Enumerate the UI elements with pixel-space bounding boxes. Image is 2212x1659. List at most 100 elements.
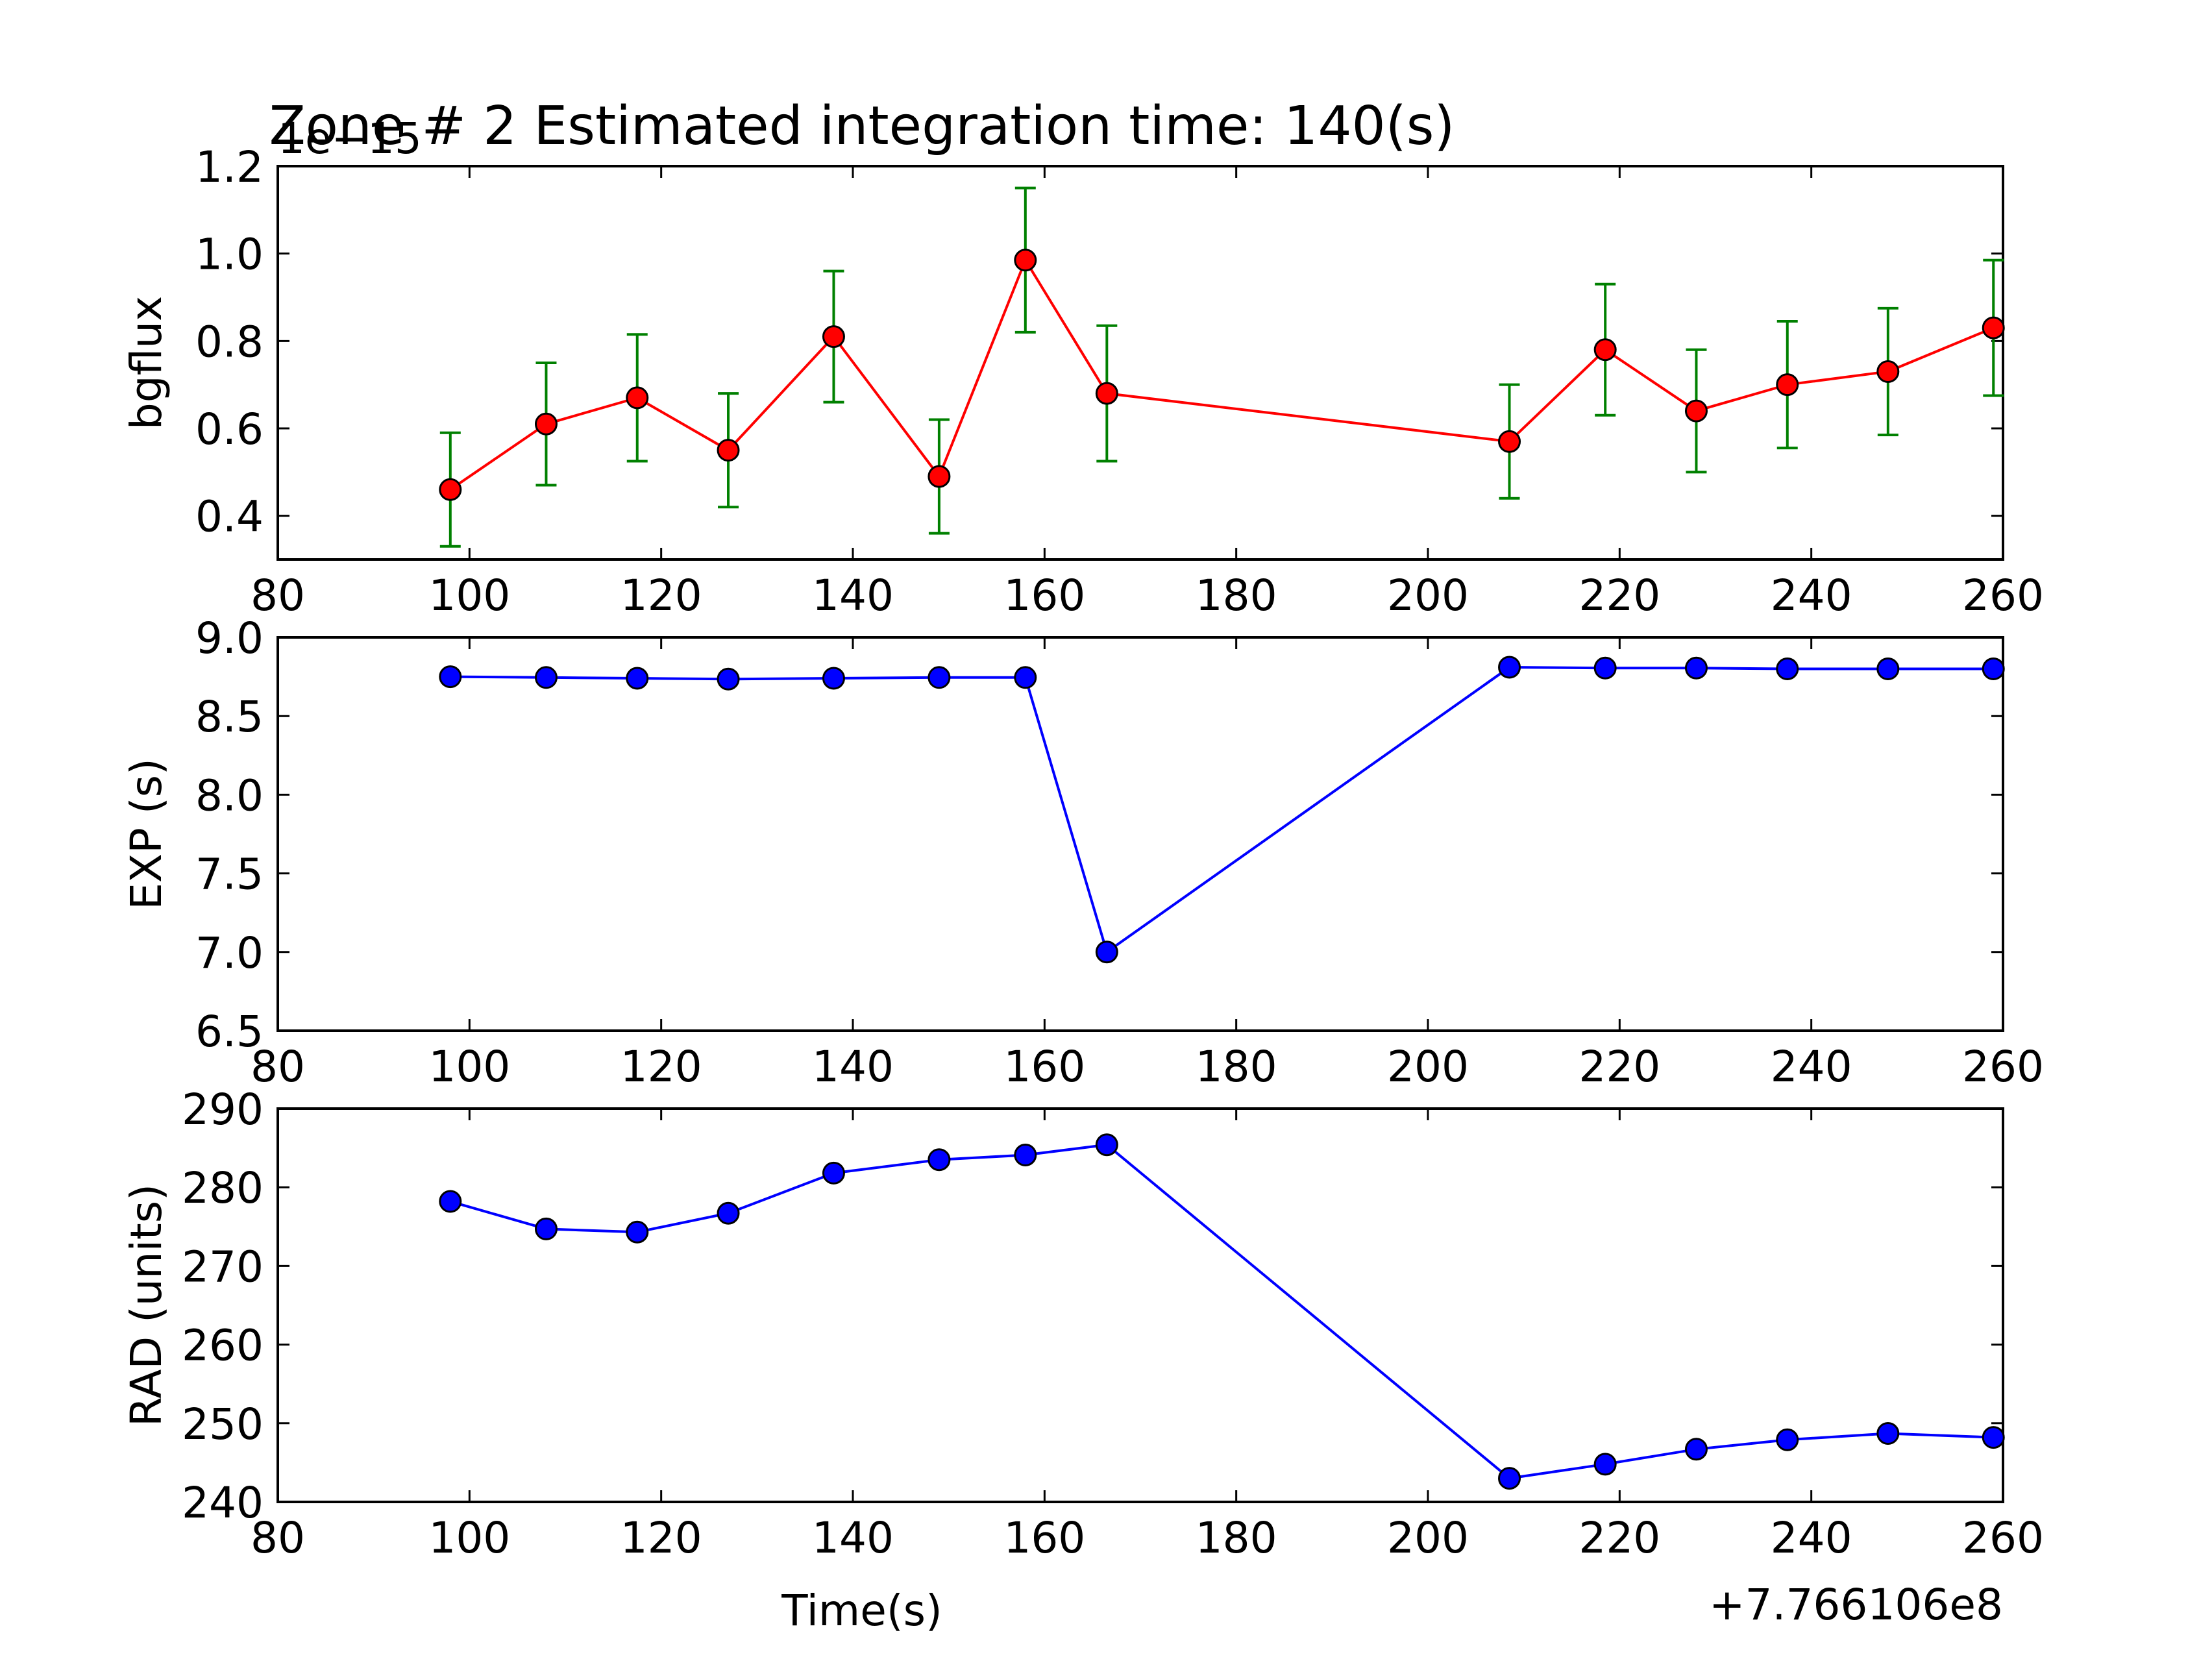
x-tick-label: 200 <box>1387 1513 1469 1563</box>
x-tick-label: 140 <box>812 1042 894 1092</box>
data-point <box>928 666 951 689</box>
y-axis-label: RAD (units) <box>121 1184 171 1427</box>
data-point <box>1593 656 1617 680</box>
data-point <box>534 1217 558 1240</box>
y-tick-label: 0.8 <box>195 317 264 367</box>
y-tick-label: 250 <box>182 1399 264 1449</box>
data-point <box>1014 1144 1037 1167</box>
y-tick-label: 290 <box>182 1085 264 1135</box>
y-tick-label: 270 <box>182 1242 264 1292</box>
x-tick-label: 120 <box>621 571 702 621</box>
y-tick-label: 0.6 <box>195 404 264 454</box>
x-tick-label: 160 <box>1003 571 1085 621</box>
x-tick-label: 80 <box>251 1513 305 1563</box>
x-tick-label: 220 <box>1579 1513 1660 1563</box>
x-tick-label: 260 <box>1962 1042 2044 1092</box>
plot-frame <box>276 1107 2004 1503</box>
data-point <box>1982 657 2005 680</box>
x-tick-label: 220 <box>1579 1042 1660 1092</box>
data-point <box>822 325 845 349</box>
data-point <box>534 412 558 436</box>
x-tick-label: 240 <box>1771 1042 1852 1092</box>
data-point <box>1776 373 1799 397</box>
data-point <box>822 667 845 690</box>
data-point <box>1684 1438 1708 1461</box>
x-tick-label: 220 <box>1579 571 1660 621</box>
subplot-3: 80 100 120 140 160 180 200 220 240 260 240 250 260 27… <box>121 1085 2044 1563</box>
x-tick-label: 100 <box>428 571 510 621</box>
data-point <box>717 439 740 462</box>
y-tick-label: 8.5 <box>195 692 264 742</box>
data-point <box>1876 1422 1900 1445</box>
data-point <box>1876 657 1900 680</box>
x-tick-label: 180 <box>1196 1042 1277 1092</box>
x-tick-label: 100 <box>428 1513 510 1563</box>
chart-panels: 80 100 120 140 160 180 200 220 240 260 0.4 0.6 0.8 1.… <box>121 114 2044 1563</box>
x-tick-label: 180 <box>1196 571 1277 621</box>
y-tick-label: 1.0 <box>195 230 264 280</box>
y-multiplier-label: 1e−15 <box>278 114 422 164</box>
chart-title: Zone # 2 Estimated integration time: 140… <box>269 95 1455 157</box>
data-point <box>626 667 649 690</box>
x-tick-label: 160 <box>1003 1042 1085 1092</box>
data-point <box>1095 382 1118 405</box>
subplot-2: 80 100 120 140 160 180 200 220 240 260 6.5 7.0 7.5 8.… <box>121 613 2044 1092</box>
x-tick-label: 160 <box>1003 1513 1085 1563</box>
series-line <box>450 1143 1994 1480</box>
data-point <box>1498 656 1521 679</box>
data-point <box>1776 1428 1799 1451</box>
x-tick-label: 120 <box>621 1042 702 1092</box>
x-tick-label: 80 <box>251 571 305 621</box>
y-tick-label: 9.0 <box>195 613 264 663</box>
y-tick-label: 240 <box>182 1478 264 1528</box>
x-tick-label: 140 <box>812 571 894 621</box>
data-point <box>1014 666 1037 689</box>
y-axis-label: bgflux <box>121 296 171 430</box>
y-tick-label: 6.5 <box>195 1007 264 1057</box>
y-tick-label: 8.0 <box>195 770 264 820</box>
data-point <box>1876 360 1900 383</box>
y-tick-label: 0.4 <box>195 492 264 542</box>
data-point <box>928 1148 951 1172</box>
data-point <box>1095 1133 1118 1157</box>
data-point <box>1498 430 1521 453</box>
x-tick-label: 200 <box>1387 571 1469 621</box>
plot-frame <box>276 165 2004 561</box>
x-tick-label: 120 <box>621 1513 702 1563</box>
data-point <box>626 386 649 410</box>
series-line <box>449 257 1994 491</box>
data-point <box>1982 316 2005 339</box>
x-tick-label: 100 <box>428 1042 510 1092</box>
x-offset-label: +7.766106e8 <box>1709 1580 2003 1630</box>
x-tick-label: 240 <box>1771 1513 1852 1563</box>
x-tick-label: 260 <box>1962 1513 2044 1563</box>
data-point <box>928 465 951 488</box>
subplot-1: 80 100 120 140 160 180 200 220 240 260 0.4 0.6 0.8 1.… <box>121 114 2044 621</box>
x-axis-label: Time(s) <box>781 1586 942 1636</box>
x-tick-label: 80 <box>251 1042 305 1092</box>
data-point <box>717 1201 740 1225</box>
data-point <box>439 1190 462 1213</box>
y-tick-label: 260 <box>182 1321 264 1371</box>
data-point <box>439 665 462 689</box>
data-point <box>534 666 558 689</box>
plot-frame <box>276 636 2004 1032</box>
y-tick-label: 7.5 <box>195 850 264 900</box>
data-point <box>1593 338 1617 362</box>
x-tick-label: 200 <box>1387 1042 1469 1092</box>
data-point <box>1776 657 1799 680</box>
data-point <box>439 478 462 501</box>
y-tick-label: 280 <box>182 1163 264 1213</box>
data-point <box>717 667 740 691</box>
data-point <box>1498 1467 1521 1490</box>
data-point <box>626 1220 649 1244</box>
data-point <box>1684 656 1708 680</box>
data-point <box>1982 1426 2005 1449</box>
x-tick-label: 260 <box>1962 571 2044 621</box>
data-point <box>822 1161 845 1185</box>
series-line <box>450 666 1994 955</box>
data-point <box>1684 399 1708 423</box>
data-point <box>1593 1453 1617 1476</box>
data-point <box>1095 940 1118 964</box>
